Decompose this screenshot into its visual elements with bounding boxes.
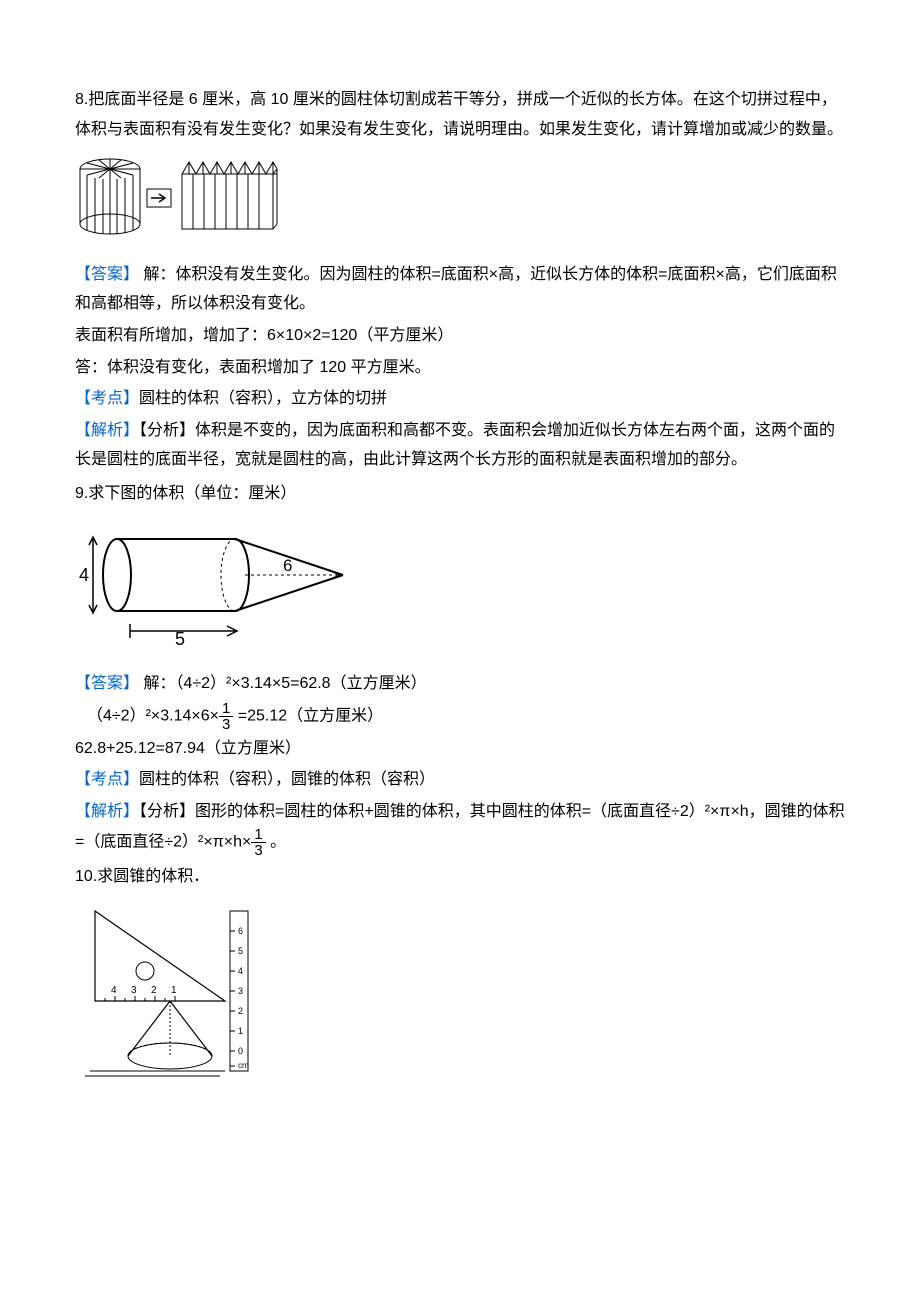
cyl-length-label: 5 <box>175 629 185 649</box>
problem-8-topic: 【考点】圆柱的体积（容积），立方体的切拼 <box>75 384 845 414</box>
topic-label: 【考点】 <box>75 390 139 407</box>
cylinder-sliced-icon <box>80 159 140 234</box>
analysis-post: 。 <box>266 833 286 850</box>
v-label-4: 4 <box>238 966 243 976</box>
answer-line2-post: =25.12（立方厘米） <box>233 707 383 724</box>
h-label-1: 1 <box>171 985 177 996</box>
problem-9-answer-line2: （4÷2）²×3.14×6×13 =25.12（立方厘米） <box>75 701 845 732</box>
topic-label: 【考点】 <box>75 771 139 788</box>
analysis-label: 【解析】 <box>75 422 139 439</box>
fraction-1-3: 13 <box>251 827 265 858</box>
diameter-label: 4 <box>79 565 89 585</box>
cuboid-sliced-icon <box>182 162 277 229</box>
cone-length-label: 6 <box>283 556 292 575</box>
problem-9-text: 9.求下图的体积（单位：厘米） <box>75 479 845 509</box>
problem-8-answer: 【答案】 解：体积没有发生变化。因为圆柱的体积=底面积×高，近似长方体的体积=底… <box>75 260 845 319</box>
problem-8-text: 8.把底面半径是 6 厘米，高 10 厘米的圆柱体切割成若干等分，拼成一个近似的… <box>75 85 845 144</box>
h-label-4: 4 <box>111 985 117 996</box>
h-label-3: 3 <box>131 985 137 996</box>
problem-8: 8.把底面半径是 6 厘米，高 10 厘米的圆柱体切割成若干等分，拼成一个近似的… <box>75 85 845 475</box>
problem-9: 9.求下图的体积（单位：厘米） 4 6 <box>75 479 845 858</box>
problem-10-text: 10.求圆锥的体积． <box>75 862 845 892</box>
v-label-3: 3 <box>238 986 243 996</box>
answer-label: 【答案】 <box>75 266 139 283</box>
analysis-label: 【解析】 <box>75 803 139 820</box>
problem-8-answer-line3: 答：体积没有变化，表面积增加了 120 平方厘米。 <box>75 353 845 383</box>
fraction-1-3: 13 <box>219 701 233 732</box>
v-label-cm: cm <box>238 1061 249 1070</box>
h-label-2: 2 <box>151 985 157 996</box>
problem-8-figure <box>75 154 845 250</box>
answer-line2-pre: （4÷2）²×3.14×6× <box>87 707 219 724</box>
problem-9-topic: 【考点】圆柱的体积（容积），圆锥的体积（容积） <box>75 765 845 795</box>
problem-9-answer: 【答案】 解：（4÷2）²×3.14×5=62.8（立方厘米） <box>75 669 845 699</box>
topic-text: 圆柱的体积（容积），圆锥的体积（容积） <box>139 771 435 788</box>
problem-10-figure: 4 3 2 1 6 5 4 3 2 1 0 cm <box>75 901 845 1092</box>
answer-text: 解：体积没有发生变化。因为圆柱的体积=底面积×高，近似长方体的体积=底面积×高，… <box>75 266 837 313</box>
problem-8-analysis: 【解析】【分析】体积是不变的，因为底面积和高都不变。表面积会增加近似长方体左右两… <box>75 416 845 475</box>
problem-9-answer-line3: 62.8+25.12=87.94（立方厘米） <box>75 734 845 764</box>
v-label-5: 5 <box>238 946 243 956</box>
v-label-1: 1 <box>238 1026 243 1036</box>
answer-line1: 解：（4÷2）²×3.14×5=62.8（立方厘米） <box>139 675 427 692</box>
problem-9-figure: 4 6 5 <box>75 519 845 660</box>
analysis-text: 【分析】体积是不变的，因为底面积和高都不变。表面积会增加近似长方体左右两个面，这… <box>75 422 835 469</box>
topic-text: 圆柱的体积（容积），立方体的切拼 <box>139 390 387 407</box>
v-label-2: 2 <box>238 1006 243 1016</box>
problem-8-answer-line2: 表面积有所增加，增加了：6×10×2=120（平方厘米） <box>75 321 845 351</box>
analysis-text: 【分析】图形的体积=圆柱的体积+圆锥的体积，其中圆柱的体积=（底面直径÷2）²×… <box>75 803 845 850</box>
v-label-0: 0 <box>238 1046 243 1056</box>
v-label-6: 6 <box>238 926 243 936</box>
problem-10: 10.求圆锥的体积． 4 3 2 1 <box>75 862 845 1092</box>
answer-label: 【答案】 <box>75 675 139 692</box>
problem-9-analysis: 【解析】【分析】图形的体积=圆柱的体积+圆锥的体积，其中圆柱的体积=（底面直径÷… <box>75 797 845 858</box>
arrow-icon <box>147 189 171 207</box>
